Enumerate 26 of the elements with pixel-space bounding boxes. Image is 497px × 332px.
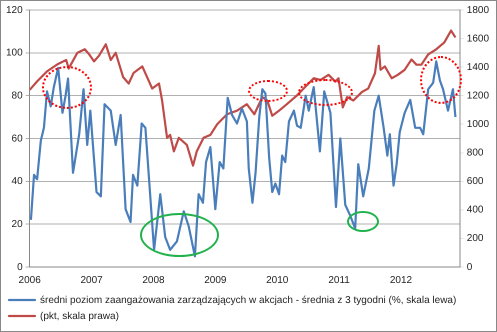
- x-tick-label: 2010: [266, 274, 289, 286]
- y-tick-label: 120: [6, 4, 24, 16]
- y2-tick-label: 800: [466, 148, 484, 159]
- y-tick-label: 60: [12, 133, 24, 144]
- y-tick-label: 100: [6, 48, 24, 59]
- x-tick-label: 2011: [328, 274, 350, 286]
- y-tick-label: 20: [12, 218, 24, 230]
- x-tick-label: 2006: [18, 274, 42, 286]
- y2-tick-label: 1800: [466, 4, 490, 16]
- x-tick-label: 2012: [390, 274, 413, 286]
- y2-tick-label: 400: [466, 204, 484, 216]
- y-tick-label: 40: [12, 176, 24, 188]
- x-tick-label: 2007: [80, 274, 104, 286]
- y2-tick-label: 1600: [466, 33, 490, 44]
- y2-tick-label: 200: [466, 233, 484, 244]
- y2-tick-label: 600: [466, 176, 484, 188]
- y2-tick-label: 1200: [466, 90, 490, 102]
- y2-tick-label: 0: [466, 262, 473, 273]
- x-tick-label: 2008: [142, 274, 166, 286]
- y-tick-label: 80: [12, 90, 24, 102]
- legend-label: średni poziom zaangażowania zarządzających w akcjach - średnia z 3 tygodni (%, skala lewa): [40, 294, 456, 306]
- y-tick-label: 0: [17, 262, 24, 273]
- x-tick-label: 2009: [204, 274, 227, 286]
- y2-tick-label: 1000: [466, 118, 490, 130]
- legend-label: (pkt, skala prawa): [40, 310, 119, 322]
- y2-tick-label: 1400: [466, 62, 490, 73]
